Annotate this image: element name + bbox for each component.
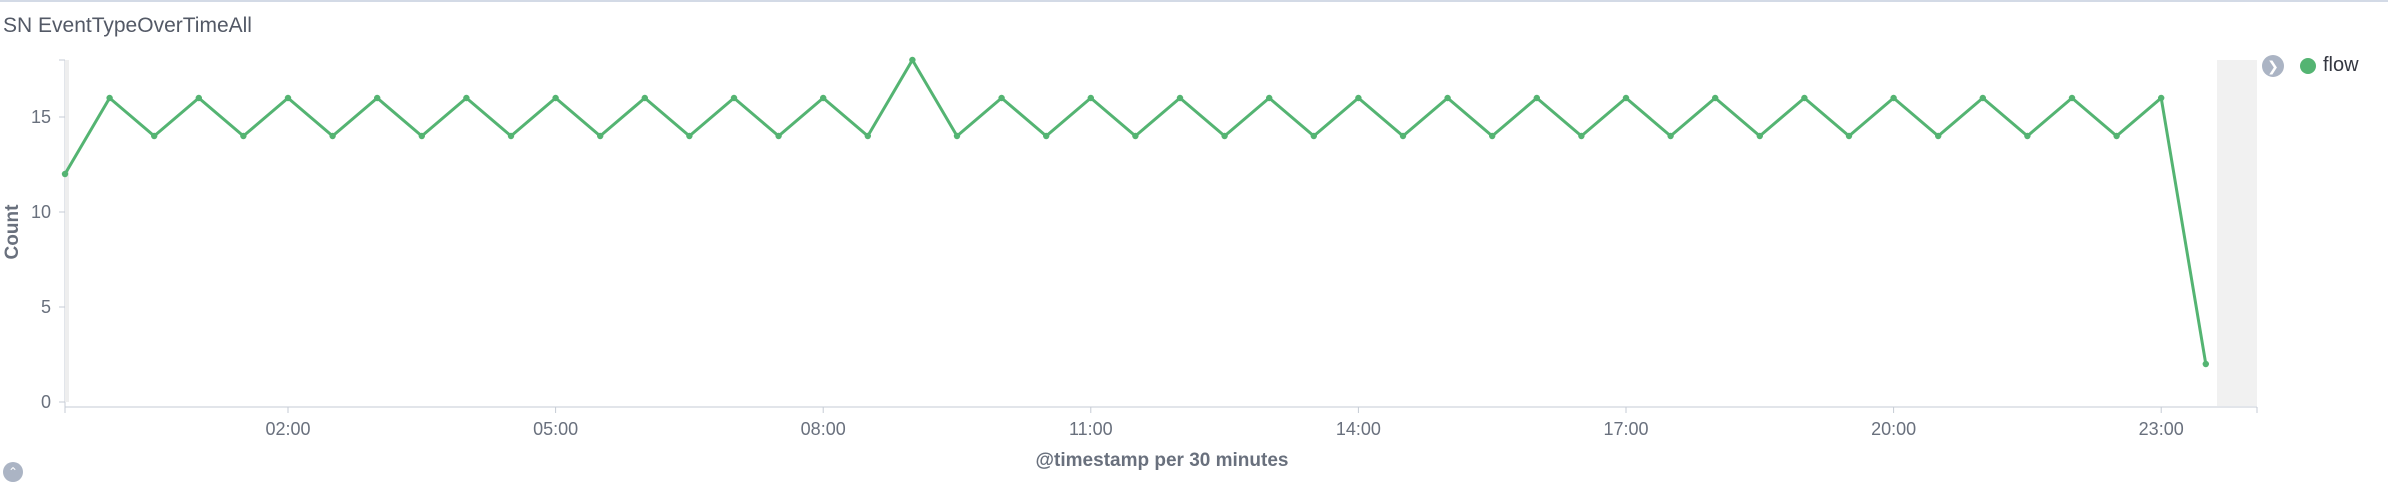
y-tick-label: 15 (31, 107, 51, 127)
data-point[interactable] (1578, 132, 1585, 140)
y-axis: 0 5 10 15 (31, 59, 69, 412)
data-point[interactable] (106, 94, 113, 102)
data-point[interactable] (864, 132, 871, 140)
data-point[interactable] (2068, 94, 2076, 102)
data-point[interactable] (195, 94, 202, 102)
legend-label: flow (2323, 54, 2359, 76)
x-tick-label: 23:00 (2139, 419, 2184, 439)
end-bucket-shade (2217, 60, 2257, 406)
data-point[interactable] (686, 132, 693, 140)
x-tick-label: 20:00 (1871, 419, 1916, 439)
x-tick-label: 05:00 (533, 419, 578, 439)
data-point[interactable] (151, 132, 158, 140)
x-tick-label: 17:00 (1603, 419, 1648, 439)
y-axis-title: Count (2, 204, 23, 260)
x-axis-title: @timestamp per 30 minutes (1036, 450, 1289, 471)
panel-title: SN EventTypeOverTimeAll (3, 14, 252, 37)
data-point[interactable] (1890, 94, 1897, 102)
chevron-up-icon: ⌃ (7, 465, 19, 479)
data-point[interactable] (641, 94, 648, 102)
data-point[interactable] (1712, 94, 1719, 102)
data-point[interactable] (2113, 132, 2120, 140)
data-point[interactable] (1221, 132, 1228, 140)
data-point[interactable] (1801, 94, 1808, 102)
y-tick-label: 5 (41, 297, 51, 317)
data-point[interactable] (1667, 132, 1674, 140)
data-point[interactable] (507, 132, 515, 140)
data-point[interactable] (2202, 360, 2209, 368)
data-point[interactable] (1399, 132, 1407, 140)
data-point[interactable] (730, 94, 738, 102)
data-point[interactable] (1310, 132, 1318, 140)
data-point[interactable] (775, 132, 782, 140)
legend-color-dot (2300, 57, 2316, 74)
data-point[interactable] (418, 132, 425, 140)
data-point[interactable] (1845, 132, 1853, 140)
data-point[interactable] (1266, 94, 1273, 102)
data-point[interactable] (1622, 94, 1630, 102)
y-axis-band (65, 60, 69, 402)
data-point[interactable] (2158, 94, 2165, 102)
legend-toggle-button[interactable]: ❯ (2262, 55, 2284, 77)
data-point[interactable] (329, 132, 336, 140)
x-tick-label: 11:00 (1069, 419, 1113, 439)
data-point[interactable] (1756, 132, 1764, 140)
data-point[interactable] (374, 94, 381, 102)
data-point[interactable] (552, 94, 559, 102)
data-point[interactable] (1132, 132, 1139, 140)
legend-item-flow[interactable]: flow (2300, 54, 2359, 77)
data-point[interactable] (597, 132, 604, 140)
data-point[interactable] (284, 94, 292, 102)
data-point[interactable] (953, 132, 961, 140)
data-point[interactable] (909, 56, 916, 64)
data-point[interactable] (2024, 132, 2031, 140)
data-point[interactable] (820, 94, 827, 102)
data-point[interactable] (1087, 94, 1095, 102)
data-point[interactable] (1043, 132, 1050, 140)
x-tick-label: 14:00 (1336, 419, 1381, 439)
data-point[interactable] (1533, 94, 1541, 102)
data-point[interactable] (463, 94, 470, 102)
chevron-right-icon: ❯ (2267, 58, 2279, 74)
data-point[interactable] (240, 132, 247, 140)
y-tick-label: 10 (31, 202, 51, 222)
data-point[interactable] (1979, 94, 1987, 102)
series-layer (61, 56, 2209, 368)
x-tick-label: 08:00 (801, 419, 846, 439)
data-point[interactable] (61, 170, 69, 178)
data-point[interactable] (1355, 94, 1362, 102)
data-point[interactable] (1444, 94, 1451, 102)
data-point[interactable] (1489, 132, 1496, 140)
data-point[interactable] (1176, 94, 1184, 102)
x-axis: 02:00 05:00 08:00 11:00 14:00 17:00 20:00 23:00 (64, 406, 2258, 439)
x-tick-label: 02:00 (265, 419, 310, 439)
series-line-flow (63, 58, 2208, 365)
panel-top-border (0, 0, 2388, 2)
collapse-toggle-button[interactable]: ⌃ (3, 462, 23, 482)
y-tick-label: 0 (41, 392, 51, 412)
data-point[interactable] (1935, 132, 1942, 140)
data-point[interactable] (998, 94, 1005, 102)
